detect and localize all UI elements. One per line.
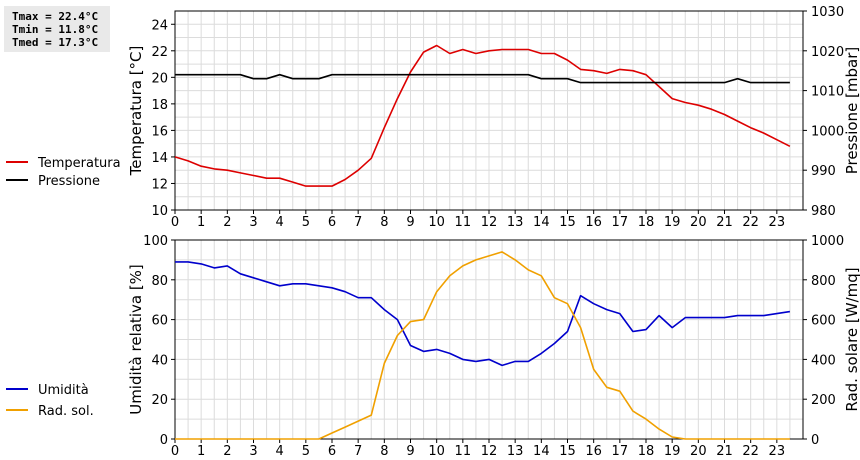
y-tick-label: 20 [151,393,168,408]
x-tick-label: 23 [769,215,786,230]
plot-2: 0 1 2 3 4 5 6 7 8 9 10 11 12 13 14 15 16 17 18 19 20 21 22 2302… [6,234,860,459]
x-tick-label: 18 [638,215,655,230]
y-tick-label: 10 [151,204,168,219]
y-tick-label: 40 [151,353,168,368]
y2-tick-label: 1010 [811,85,844,100]
x-tick-label: 23 [769,444,786,459]
y-tick-label: 0 [160,433,168,448]
x-tick-label: 11 [455,215,472,230]
legend-label: Pressione [38,174,100,189]
series-line-1-1 [174,44,791,187]
plot-1: 0 1 2 3 4 5 6 7 8 9 10 11 12 13 14 15 16 17 18 19 20 21 22 2310… [6,5,860,230]
y-tick-label: 20 [151,71,168,86]
legend-label: Umidità [38,383,89,398]
x-tick-label: 4 [276,215,284,230]
y-tick-label: 60 [151,314,168,329]
series-line-1-2 [175,73,790,84]
x-tick-label: 5 [302,444,310,459]
x-tick-label: 19 [664,444,681,459]
y2-tick-label: 200 [811,393,836,408]
x-tick-label: 10 [428,444,445,459]
x-tick-label: 18 [638,444,655,459]
y2-tick-label: 1030 [811,5,844,20]
x-tick-label: 3 [249,215,257,230]
y2-tick-label: 800 [811,274,836,289]
series-line-2-1 [175,261,791,367]
x-tick-label: 7 [354,215,362,230]
y-tick-label: 24 [151,18,168,33]
x-tick-label: 21 [716,444,733,459]
x-tick-label: 21 [716,215,733,230]
x-tick-label: 16 [585,215,602,230]
x-tick-label: 0 [171,444,179,459]
y2-tick-label: 600 [811,314,836,329]
y-axis-label: Umidità relativa [%] [127,264,145,415]
stat-tmax: Tmax = 22.4°C [12,10,99,23]
x-tick-label: 1 [197,215,205,230]
y-tick-label: 80 [151,274,168,289]
y2-tick-label: 0 [811,433,819,448]
legend-label: Rad. sol. [38,404,94,419]
y2-tick-label: 1000 [811,124,844,139]
y2-tick-label: 1020 [811,45,844,60]
x-tick-label: 16 [585,444,602,459]
y-tick-label: 12 [151,177,168,192]
stat-tmin: Tmin = 11.8°C [12,23,99,36]
x-tick-label: 3 [249,444,257,459]
x-tick-label: 6 [328,215,336,230]
y2-tick-label: 990 [811,164,836,179]
stat-tmed: Tmed = 17.3°C [12,36,99,49]
x-tick-label: 1 [197,444,205,459]
x-tick-label: 4 [276,444,284,459]
y-tick-label: 14 [151,151,168,166]
x-tick-label: 8 [380,444,388,459]
y2-tick-label: 400 [811,353,836,368]
x-tick-label: 9 [406,444,414,459]
x-tick-label: 5 [302,215,310,230]
x-tick-label: 13 [507,444,524,459]
stats-box: Tmax = 22.4°C Tmin = 11.8°C Tmed = 17.3°… [4,6,110,52]
y-tick-label: 100 [143,234,168,249]
x-tick-label: 2 [223,215,231,230]
y2-tick-label: 1000 [811,234,844,249]
x-tick-label: 8 [380,215,388,230]
x-tick-label: 17 [612,215,629,230]
x-tick-label: 14 [533,215,550,230]
x-tick-label: 15 [559,444,576,459]
x-tick-label: 22 [742,444,759,459]
x-tick-label: 6 [328,444,336,459]
x-tick-label: 13 [507,215,524,230]
x-tick-label: 0 [171,215,179,230]
y2-axis-label: Rad. solare [W/mq] [843,267,860,411]
x-tick-label: 19 [664,215,681,230]
y-tick-label: 22 [151,45,168,60]
x-tick-label: 2 [223,444,231,459]
x-tick-label: 14 [533,444,550,459]
x-tick-label: 9 [406,215,414,230]
x-tick-label: 22 [742,215,759,230]
x-tick-label: 20 [690,444,707,459]
y-tick-label: 16 [151,124,168,139]
series-line-2-2 [175,251,790,440]
y-tick-label: 18 [151,98,168,113]
x-tick-label: 15 [559,215,576,230]
x-tick-label: 20 [690,215,707,230]
x-tick-label: 12 [481,444,498,459]
x-tick-label: 7 [354,444,362,459]
y2-axis-label: Pressione [mbar] [843,47,860,175]
x-tick-label: 12 [481,215,498,230]
y2-tick-label: 980 [811,204,836,219]
x-tick-label: 17 [612,444,629,459]
x-tick-label: 11 [455,444,472,459]
legend-label: Temperatura [37,156,121,171]
x-tick-label: 10 [428,215,445,230]
y-axis-label: Temperatura [°C] [127,46,145,177]
